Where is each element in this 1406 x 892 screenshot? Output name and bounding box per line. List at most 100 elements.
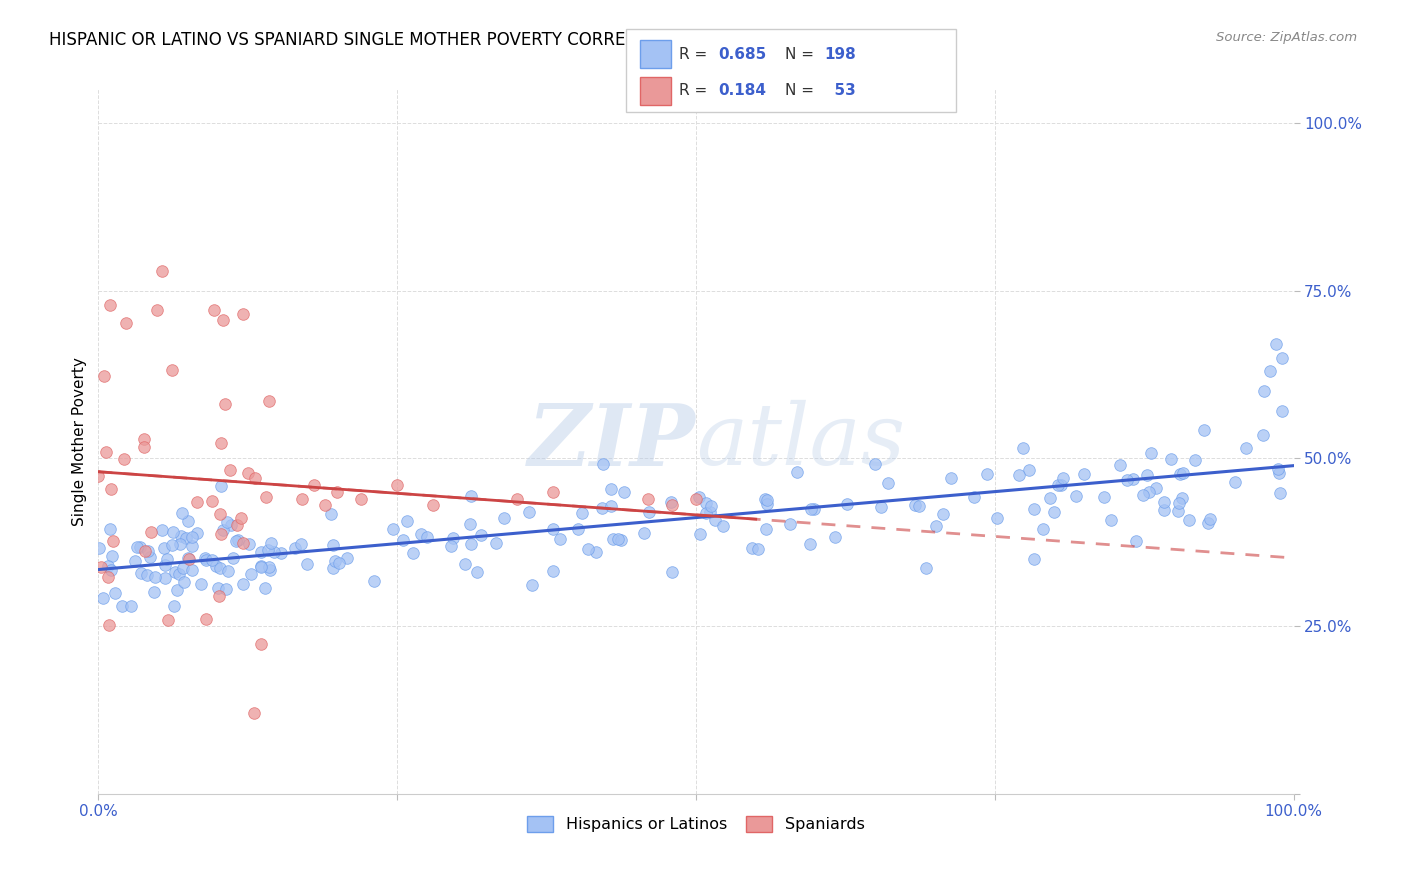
- Point: [153, 541, 176, 555]
- Point: [176, 531, 198, 545]
- Point: [166, 583, 188, 598]
- Point: [115, 316, 138, 330]
- Point: [150, 523, 173, 537]
- Point: [201, 553, 224, 567]
- Point: [395, 514, 418, 528]
- Point: [194, 612, 217, 626]
- Point: [209, 436, 232, 450]
- Point: [695, 506, 717, 520]
- Y-axis label: Single Mother Poverty: Single Mother Poverty: [72, 357, 87, 526]
- Point: [145, 302, 167, 317]
- Point: [1064, 489, 1087, 503]
- Point: [363, 574, 385, 588]
- Point: [1052, 471, 1074, 485]
- Point: [162, 538, 184, 552]
- Point: [837, 497, 859, 511]
- Point: [915, 560, 938, 574]
- Point: [876, 476, 898, 491]
- Point: [494, 511, 516, 525]
- Point: [786, 466, 808, 480]
- Text: R =: R =: [679, 84, 713, 98]
- Point: [571, 506, 593, 520]
- Point: [610, 533, 633, 547]
- Point: [260, 536, 283, 550]
- Point: [128, 540, 150, 554]
- Text: HISPANIC OR LATINO VS SPANIARD SINGLE MOTHER POVERTY CORRELATION CHART: HISPANIC OR LATINO VS SPANIARD SINGLE MO…: [49, 31, 747, 49]
- Point: [195, 553, 218, 567]
- Point: [142, 584, 165, 599]
- Point: [194, 551, 217, 566]
- Point: [741, 541, 763, 556]
- Point: [799, 537, 821, 551]
- Point: [747, 541, 769, 556]
- Point: [1132, 488, 1154, 502]
- Point: [250, 637, 273, 651]
- Point: [1018, 463, 1040, 477]
- Text: ZIP: ZIP: [529, 400, 696, 483]
- Point: [243, 706, 266, 721]
- Point: [454, 557, 477, 571]
- Point: [661, 566, 683, 580]
- Point: [1032, 522, 1054, 536]
- Point: [1170, 467, 1192, 482]
- Point: [460, 516, 482, 531]
- Point: [703, 513, 725, 527]
- Point: [517, 506, 540, 520]
- Point: [162, 363, 184, 377]
- Point: [219, 518, 242, 533]
- Point: [136, 543, 159, 558]
- Point: [90, 560, 112, 574]
- Point: [755, 493, 778, 508]
- Point: [100, 563, 122, 577]
- Text: atlas: atlas: [696, 401, 905, 483]
- Legend: Hispanics or Latinos, Spaniards: Hispanics or Latinos, Spaniards: [522, 810, 870, 838]
- Point: [214, 397, 236, 411]
- Point: [385, 478, 409, 492]
- Point: [231, 577, 253, 591]
- Point: [976, 467, 998, 482]
- Point: [1043, 505, 1066, 519]
- Point: [177, 551, 200, 566]
- Point: [1012, 442, 1035, 456]
- Point: [1140, 446, 1163, 460]
- Point: [112, 452, 135, 467]
- Point: [97, 570, 120, 584]
- Point: [290, 537, 312, 551]
- Point: [222, 550, 245, 565]
- Point: [207, 581, 229, 595]
- Point: [1171, 491, 1194, 505]
- Point: [328, 556, 350, 570]
- Point: [485, 536, 508, 550]
- Point: [232, 307, 254, 321]
- Point: [173, 575, 195, 590]
- Point: [93, 368, 115, 383]
- Point: [685, 491, 707, 506]
- Point: [181, 530, 204, 544]
- Point: [824, 530, 846, 544]
- Point: [181, 539, 204, 553]
- Point: [257, 393, 280, 408]
- Point: [440, 540, 463, 554]
- Point: [129, 566, 152, 581]
- Point: [402, 546, 425, 560]
- Point: [205, 558, 228, 573]
- Point: [659, 495, 682, 509]
- Point: [323, 554, 346, 568]
- Point: [600, 482, 623, 496]
- Point: [177, 515, 200, 529]
- Point: [97, 618, 120, 632]
- Point: [755, 522, 778, 536]
- Point: [212, 523, 235, 537]
- Point: [688, 490, 710, 504]
- Point: [1144, 481, 1167, 495]
- Point: [1178, 513, 1201, 527]
- Point: [231, 510, 253, 524]
- Point: [779, 516, 801, 531]
- Point: [172, 560, 194, 574]
- Point: [637, 491, 659, 506]
- Point: [302, 478, 325, 492]
- Point: [460, 489, 482, 503]
- Point: [139, 525, 162, 540]
- Point: [699, 505, 721, 519]
- Point: [219, 463, 242, 477]
